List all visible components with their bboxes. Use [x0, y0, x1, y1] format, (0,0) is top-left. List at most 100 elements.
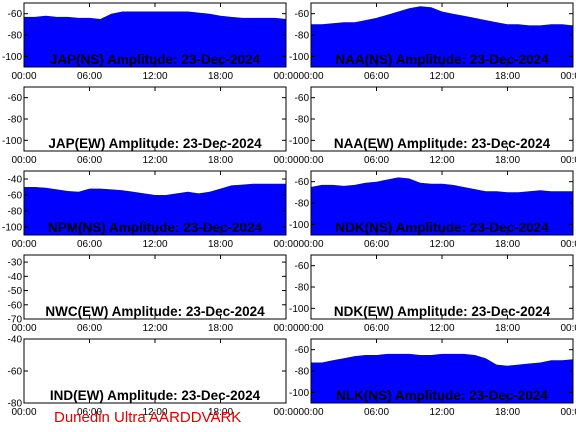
- amplitude-area: [311, 177, 573, 235]
- x-tick-label: 12:00: [429, 323, 454, 334]
- y-tick-label: -100: [289, 388, 309, 399]
- x-tick-label: 06:00: [77, 71, 102, 82]
- y-tick-label: -100: [289, 304, 309, 315]
- x-tick-label: 06:00: [77, 155, 102, 166]
- y-tick-label: -80: [8, 399, 23, 410]
- y-tick-label: -60: [8, 93, 23, 104]
- x-tick-label: 18:00: [495, 155, 520, 166]
- x-tick-label: 18:00: [208, 407, 233, 418]
- y-tick-label: -30: [8, 258, 23, 269]
- y-tick-label: -100: [2, 52, 22, 63]
- x-tick-label: 18:00: [495, 239, 520, 250]
- panel-8: -60 -80 -100 00:00 06:00 12:00 18:00 00:00 NDK(E…: [289, 254, 576, 334]
- x-tick-label: 00:00: [298, 407, 323, 418]
- x-tick-label: 00:00: [11, 71, 36, 82]
- y-tick-label: -60: [8, 300, 23, 311]
- x-tick-label: 18:00: [495, 407, 520, 418]
- panel-title: JAP(EW) Amplitude: 23-Dec-2024: [48, 136, 262, 151]
- x-tick-label: 00:00: [11, 239, 36, 250]
- x-tick-label: 00:00: [11, 155, 36, 166]
- x-tick-label: 00:00: [298, 323, 323, 334]
- x-tick-label: 18:00: [495, 323, 520, 334]
- amplitude-area: [24, 11, 286, 67]
- x-tick-label: 12:00: [429, 155, 454, 166]
- x-tick-label: 06:00: [364, 407, 389, 418]
- panel-10: -60 -80 -100 00:00 06:00 12:00 18:00 00:00 NLK(N…: [289, 338, 576, 418]
- y-tick-label: -80: [295, 31, 310, 42]
- x-tick-label: 00:00: [560, 407, 576, 418]
- x-tick-label: 12:00: [142, 407, 167, 418]
- y-tick-label: -80: [8, 207, 23, 218]
- y-tick-label: -60: [8, 9, 23, 20]
- x-tick-label: 18:00: [208, 155, 233, 166]
- x-tick-label: 00:00: [273, 407, 298, 418]
- y-tick-label: -80: [8, 115, 23, 126]
- x-tick-label: 18:00: [495, 71, 520, 82]
- y-tick-label: -60: [8, 191, 23, 202]
- x-tick-label: 00:00: [298, 239, 323, 250]
- amplitude-area: [311, 353, 573, 403]
- panel-title: NPM(NS) Amplitude: 23-Dec-2024: [48, 220, 263, 235]
- panels: -60 -80 -100 00:00 06:00 12:00 18:00 00:00 JAP(N…: [2, 2, 576, 419]
- x-tick-label: 00:00: [273, 239, 298, 250]
- x-tick-label: 12:00: [429, 71, 454, 82]
- amplitude-area: [24, 183, 286, 235]
- x-tick-label: 06:00: [364, 155, 389, 166]
- x-tick-label: 12:00: [429, 239, 454, 250]
- y-tick-label: -80: [8, 31, 23, 42]
- x-tick-label: 12:00: [142, 323, 167, 334]
- x-tick-label: 00:00: [273, 71, 298, 82]
- panel-3: -60 -80 -100 00:00 06:00 12:00 18:00 00:00 NAA(N…: [289, 2, 576, 82]
- panel-title: IND(EW) Amplitude: 23-Dec-2024: [50, 388, 261, 403]
- x-tick-label: 06:00: [77, 323, 102, 334]
- panel-title: JAP(NS) Amplitude: 23-Dec-2024: [50, 52, 261, 67]
- panel-5: -40 -60 -80 -100 00:00 06:00 12:00 18:00 00:00 NP…: [2, 170, 299, 250]
- x-tick-label: 00:00: [298, 155, 323, 166]
- x-tick-label: 06:00: [77, 239, 102, 250]
- x-tick-label: 06:00: [364, 71, 389, 82]
- y-tick-label: -80: [295, 283, 310, 294]
- x-tick-label: 18:00: [208, 239, 233, 250]
- amplitude-area: [311, 6, 573, 67]
- y-tick-label: -40: [8, 335, 23, 346]
- y-tick-label: -70: [8, 315, 23, 326]
- panel-2: -60 -80 -100 00:00 06:00 12:00 18:00 00:00 JAP(E…: [2, 86, 299, 166]
- panel-title: NLK(NS) Amplitude: 23-Dec-2024: [336, 388, 548, 403]
- panel-title: NDK(EW) Amplitude: 23-Dec-2024: [334, 304, 551, 319]
- y-tick-label: -60: [295, 177, 310, 188]
- y-tick-label: -40: [8, 175, 23, 186]
- y-tick-label: -80: [295, 115, 310, 126]
- y-tick-label: -60: [295, 261, 310, 272]
- y-tick-label: -50: [8, 286, 23, 297]
- panel-1: -60 -80 -100 00:00 06:00 12:00 18:00 00:00 JAP(N…: [2, 2, 299, 82]
- footer-label: Dunedin Ultra AARDDVARK: [54, 409, 241, 426]
- y-tick-label: -100: [289, 220, 309, 231]
- x-tick-label: 06:00: [364, 239, 389, 250]
- y-tick-label: -60: [295, 345, 310, 356]
- y-tick-label: -100: [2, 223, 22, 234]
- panel-title: NAA(EW) Amplitude: 23-Dec-2024: [334, 136, 551, 151]
- panel-title: NWC(EW) Amplitude: 23-Dec-2024: [45, 304, 265, 319]
- y-tick-label: -100: [289, 136, 309, 147]
- x-tick-label: 00:00: [560, 71, 576, 82]
- x-tick-label: 12:00: [142, 71, 167, 82]
- y-tick-label: -100: [289, 52, 309, 63]
- x-tick-label: 00:00: [560, 155, 576, 166]
- x-tick-label: 12:00: [429, 407, 454, 418]
- panel-title: NDK(NS) Amplitude: 23-Dec-2024: [335, 220, 549, 235]
- y-tick-label: -40: [8, 272, 23, 283]
- x-tick-label: 06:00: [364, 323, 389, 334]
- x-tick-label: 00:00: [560, 239, 576, 250]
- x-tick-label: 06:00: [77, 407, 102, 418]
- y-tick-label: -100: [2, 136, 22, 147]
- y-tick-label: -80: [295, 199, 310, 210]
- x-tick-label: 00:00: [273, 155, 298, 166]
- x-tick-label: 18:00: [208, 71, 233, 82]
- panel-title: NAA(NS) Amplitude: 23-Dec-2024: [335, 52, 549, 67]
- y-tick-label: -60: [295, 93, 310, 104]
- panel-6: -60 -80 -100 00:00 06:00 12:00 18:00 00:00 NDK(N…: [289, 170, 576, 250]
- x-tick-label: 12:00: [142, 239, 167, 250]
